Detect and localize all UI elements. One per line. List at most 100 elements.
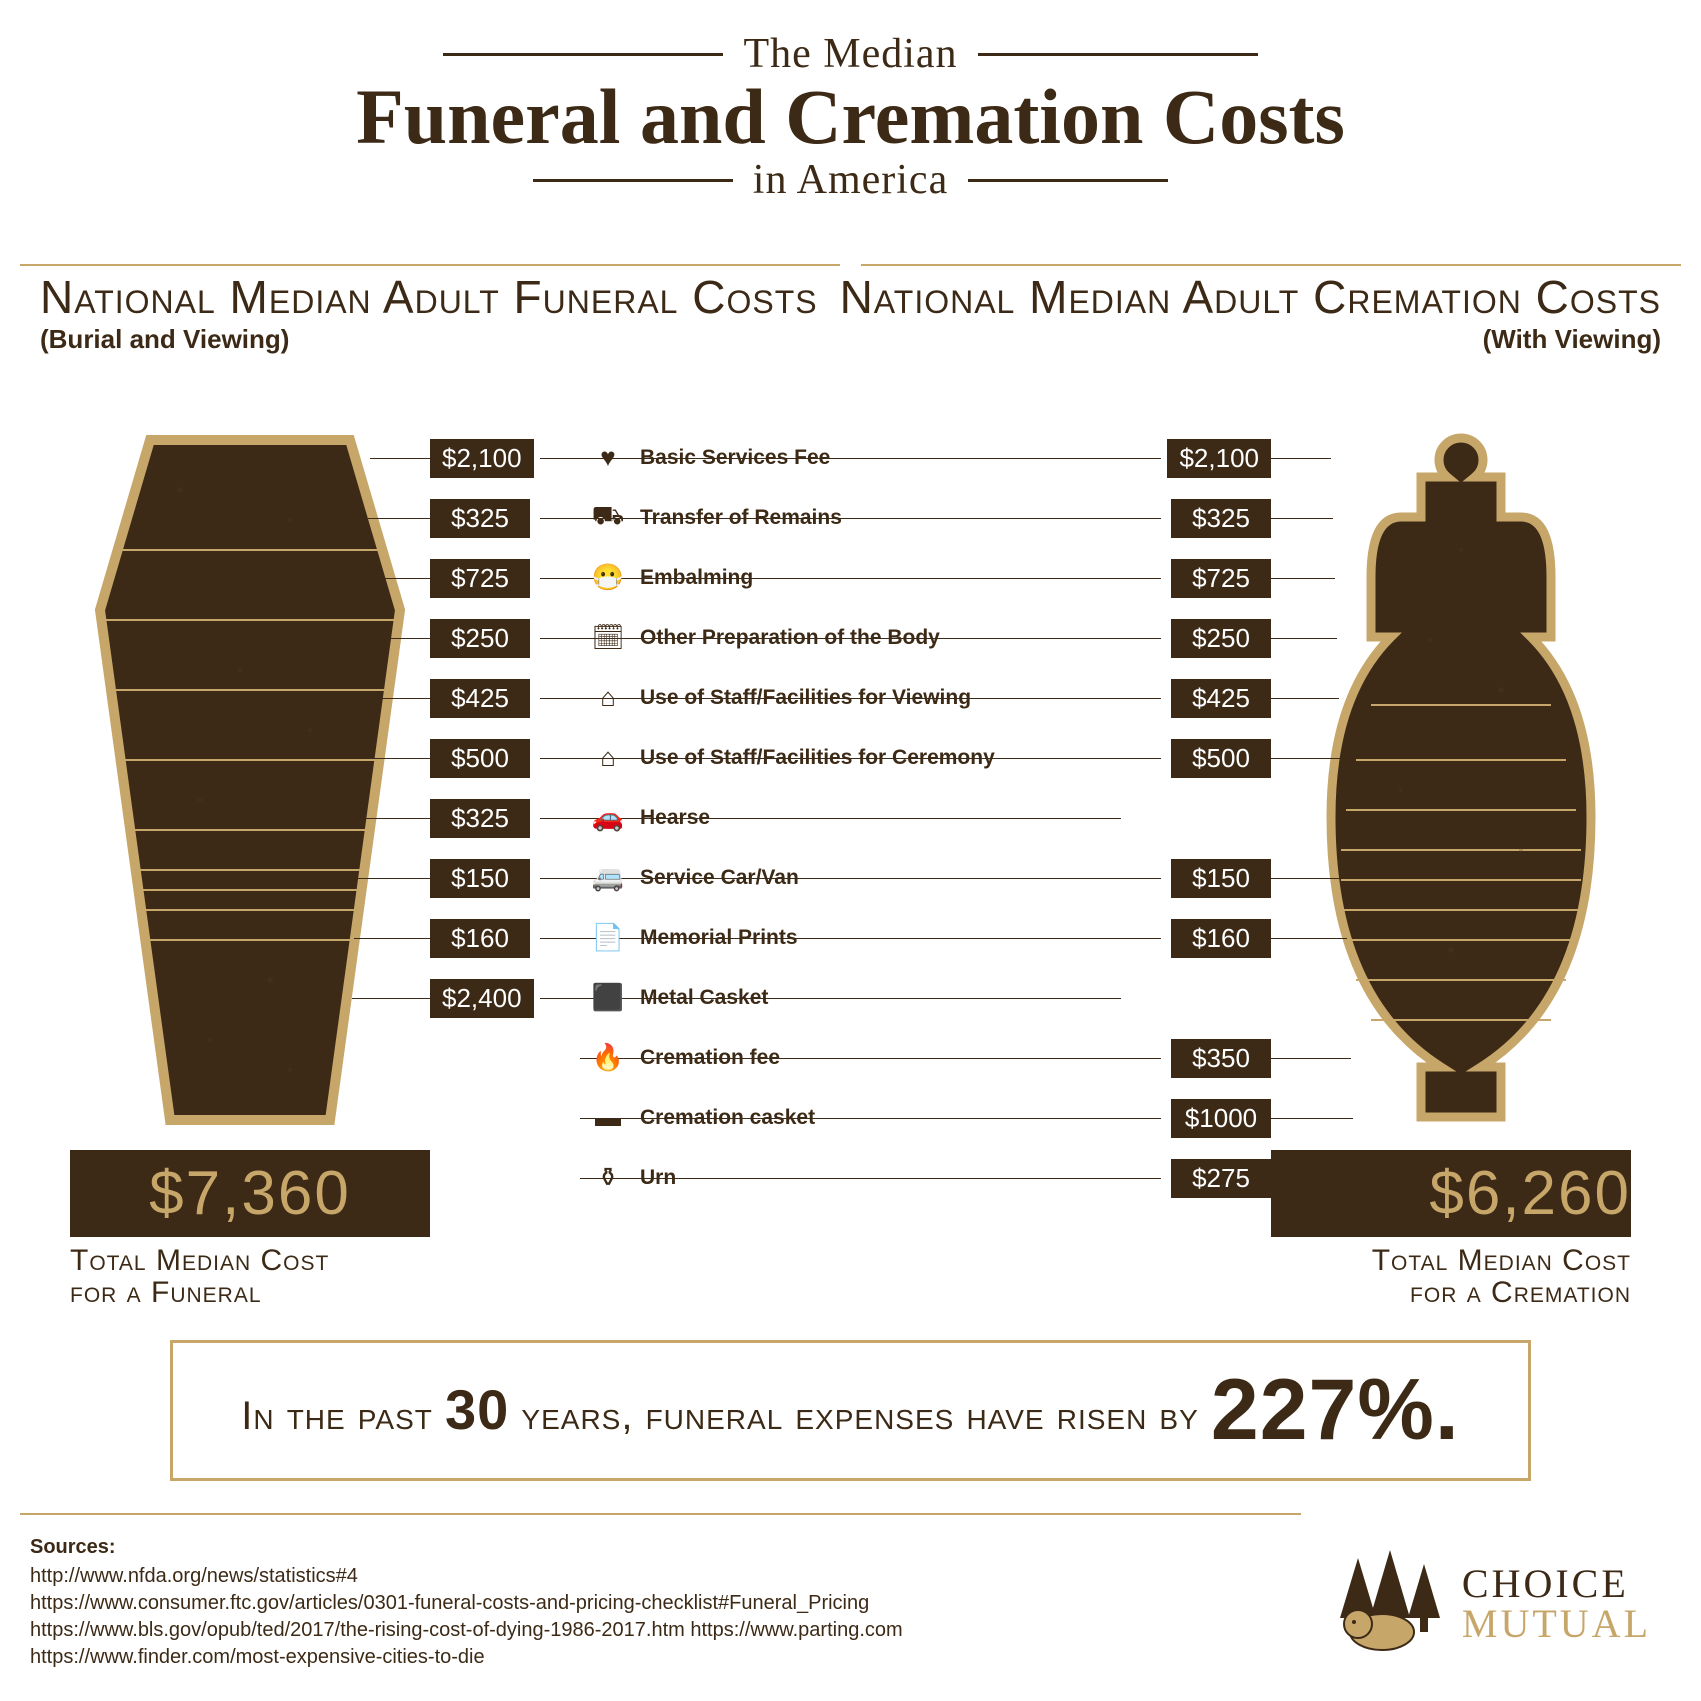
right-section-rule <box>861 264 1681 266</box>
row-label: Basic Services Fee <box>640 446 830 470</box>
source-line: http://www.nfda.org/news/statistics#4 <box>30 1563 1010 1590</box>
connector-left <box>356 878 430 879</box>
funeral-price: $325 <box>430 499 530 538</box>
logo-line2: MUTUAL <box>1462 1604 1651 1644</box>
sources: Sources: http://www.nfda.org/news/statis… <box>30 1534 1010 1671</box>
cost-row: $725$725😷Embalming <box>430 548 1271 608</box>
cremation-price: $275 <box>1171 1159 1271 1198</box>
left-section-subtitle: (Burial and Viewing) <box>40 324 818 355</box>
row-rule <box>540 878 1161 879</box>
funeral-price: $425 <box>430 679 530 718</box>
stat-percentage: 227%. <box>1211 1362 1460 1458</box>
row-label: Cremation fee <box>640 1046 780 1070</box>
cost-row: $250 $250 🗓 Other Preparation of the Body <box>430 608 1271 668</box>
cost-row: $2,100$2,100♥Basic Services Fee <box>430 428 1271 488</box>
row-icon: 🚐 <box>590 863 626 893</box>
left-section-header: National Median Adult Funeral Costs (Bur… <box>40 270 818 355</box>
row-rule <box>540 818 1121 819</box>
funeral-price: $160 <box>430 919 530 958</box>
logo-text: CHOICE MUTUAL <box>1462 1564 1651 1644</box>
row-label: Transfer of Remains <box>640 506 842 530</box>
row-label: Service Car/Van <box>640 866 799 890</box>
right-section-header: National Median Adult Cremation Costs (W… <box>840 270 1661 355</box>
stat-pre: In the past <box>241 1394 433 1438</box>
urn-icon <box>1311 430 1611 1130</box>
row-label: Cremation casket <box>640 1106 815 1130</box>
cost-rows: $2,100$2,100♥Basic Services Fee$325$325⛟… <box>430 428 1271 1208</box>
sources-heading: Sources: <box>30 1534 1010 1561</box>
cremation-price: $250 <box>1171 619 1271 658</box>
logo-mark-icon <box>1328 1546 1448 1661</box>
cremation-price: $500 <box>1171 739 1271 778</box>
connector-left <box>360 758 430 759</box>
cremation-price: $150 <box>1171 859 1271 898</box>
funeral-price: $2,100 <box>430 439 534 478</box>
funeral-price: $325 <box>430 799 530 838</box>
row-label: Urn <box>640 1166 676 1190</box>
source-line: https://www.consumer.ftc.gov/articles/03… <box>30 1590 1010 1617</box>
row-icon: 😷 <box>590 563 626 593</box>
row-rule <box>540 938 1161 939</box>
funeral-price: $250 <box>430 619 530 658</box>
row-icon: 🔥 <box>590 1043 626 1073</box>
stat-years: 30 <box>445 1378 509 1441</box>
funeral-price: $500 <box>430 739 530 778</box>
funeral-total: $7,360 Total Median Cost for a Funeral <box>70 1150 430 1308</box>
funeral-price: $150 <box>430 859 530 898</box>
connector-right <box>1271 1058 1351 1059</box>
cost-row: $325🚗Hearse <box>430 788 1271 848</box>
cremation-price: $725 <box>1171 559 1271 598</box>
stat-mid: years, funeral expenses have risen by <box>521 1394 1198 1438</box>
row-icon: 📄 <box>590 923 626 953</box>
cremation-price: $1000 <box>1171 1099 1271 1138</box>
cremation-total: $6,260 Total Median Cost for a Cremation <box>1271 1150 1631 1308</box>
cost-row: $325$325⛟Transfer of Remains <box>430 488 1271 548</box>
funeral-total-amount: $7,360 <box>70 1150 430 1237</box>
cost-row: $2,400⬛Metal Casket <box>430 968 1271 1028</box>
cost-row: $150 $150 🚐 Service Car/Van <box>430 848 1271 908</box>
row-icon: ⬛ <box>590 983 626 1013</box>
cost-row: $160$160📄Memorial Prints <box>430 908 1271 968</box>
cremation-price: $325 <box>1171 499 1271 538</box>
cost-row: $350🔥Cremation fee <box>430 1028 1271 1088</box>
right-section-subtitle: (With Viewing) <box>840 324 1661 355</box>
brand-logo: CHOICE MUTUAL <box>1328 1546 1651 1661</box>
row-icon: ⚱ <box>590 1163 626 1193</box>
connector-right <box>1271 938 1347 939</box>
row-rule <box>540 458 1161 459</box>
connector-left <box>366 578 430 579</box>
row-rule <box>540 518 1161 519</box>
connector-left <box>352 998 430 999</box>
connector-right <box>1271 758 1341 759</box>
connector-left <box>370 458 430 459</box>
sources-rule <box>20 1513 1301 1515</box>
source-line: https://www.bls.gov/opub/ted/2017/the-ri… <box>30 1617 1010 1644</box>
stat-bar: In the past 30 years, funeral expenses h… <box>170 1340 1531 1481</box>
connector-right <box>1271 1118 1353 1119</box>
row-label: Other Preparation of the Body <box>640 626 940 650</box>
row-icon: ▬ <box>590 1103 626 1133</box>
title-line1: The Median <box>443 30 1257 78</box>
source-line: https://www.finder.com/most-expensive-ci… <box>30 1644 1010 1671</box>
funeral-total-caption1: Total Median Cost <box>70 1244 329 1277</box>
right-section-title: National Median Adult Cremation Costs <box>840 270 1661 324</box>
title-line2: Funeral and Cremation Costs <box>0 72 1701 162</box>
connector-left <box>368 518 430 519</box>
funeral-price: $725 <box>430 559 530 598</box>
logo-line1: CHOICE <box>1462 1564 1651 1604</box>
cost-row: $500$500⌂Use of Staff/Facilities for Cer… <box>430 728 1271 788</box>
connector-right <box>1271 638 1337 639</box>
cost-row: $275 ⚱ Urn <box>430 1148 1271 1208</box>
cremation-total-amount: $6,260 <box>1271 1150 1631 1237</box>
connector-right <box>1271 578 1335 579</box>
cremation-price: $2,100 <box>1167 439 1271 478</box>
connector-right <box>1271 458 1331 459</box>
row-label: Use of Staff/Facilities for Viewing <box>640 686 971 710</box>
row-label: Hearse <box>640 806 710 830</box>
title-block: The Median Funeral and Cremation Costs i… <box>0 30 1701 204</box>
row-icon: 🗓 <box>590 623 626 653</box>
cremation-price: $160 <box>1171 919 1271 958</box>
row-label: Use of Staff/Facilities for Ceremony <box>640 746 995 770</box>
row-icon: ⌂ <box>590 683 626 713</box>
title-line3: in America <box>533 156 1168 204</box>
